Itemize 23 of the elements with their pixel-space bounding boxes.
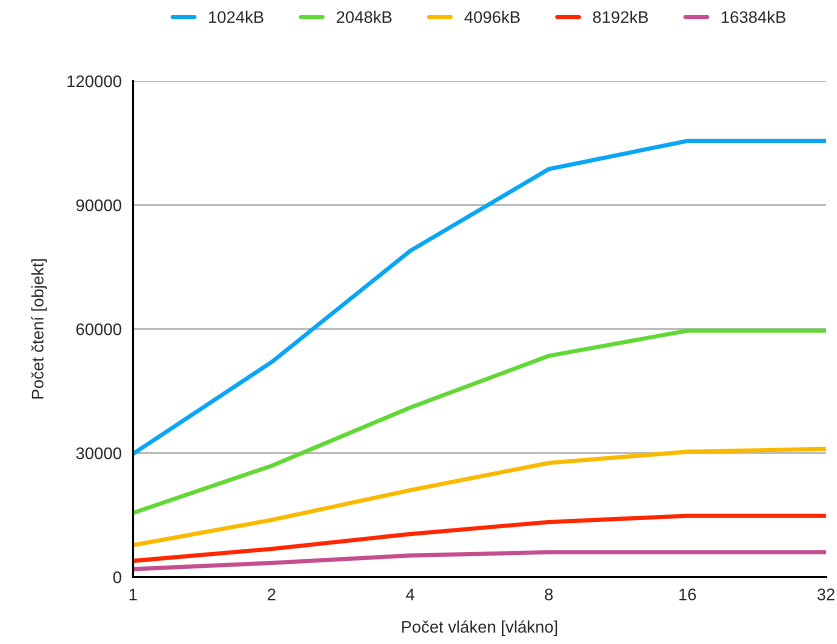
- x-tick-label: 2: [268, 588, 276, 600]
- y-axis-title: Počet čtení [objekt]: [31, 259, 47, 399]
- y-tick-label: 90000: [76, 199, 122, 212]
- x-axis-title: Počet vláken [vlákno]: [402, 620, 558, 636]
- legend-label: 2048kB: [336, 10, 392, 24]
- legend-label: 4096kB: [464, 10, 520, 24]
- y-tick-label: 0: [113, 571, 122, 584]
- line-series: [133, 550, 826, 572]
- y-tick-label: 30000: [76, 447, 122, 460]
- legend-label: 8192kB: [593, 10, 648, 24]
- x-tick-label: 16: [679, 588, 696, 600]
- x-tick-label: 4: [406, 588, 414, 600]
- line-series: [133, 138, 826, 456]
- y-tick-label: 120000: [68, 75, 122, 88]
- legend-label: 16384kB: [722, 10, 786, 24]
- line-series: [133, 446, 826, 548]
- y-tick-label: 60000: [76, 323, 122, 336]
- line-series: [133, 514, 826, 563]
- line-series: [133, 328, 826, 516]
- legend-label: 1024kB: [208, 10, 264, 24]
- x-tick-label: 32: [817, 588, 834, 600]
- x-tick-label: 1: [130, 588, 137, 600]
- x-tick-label: 8: [544, 588, 553, 600]
